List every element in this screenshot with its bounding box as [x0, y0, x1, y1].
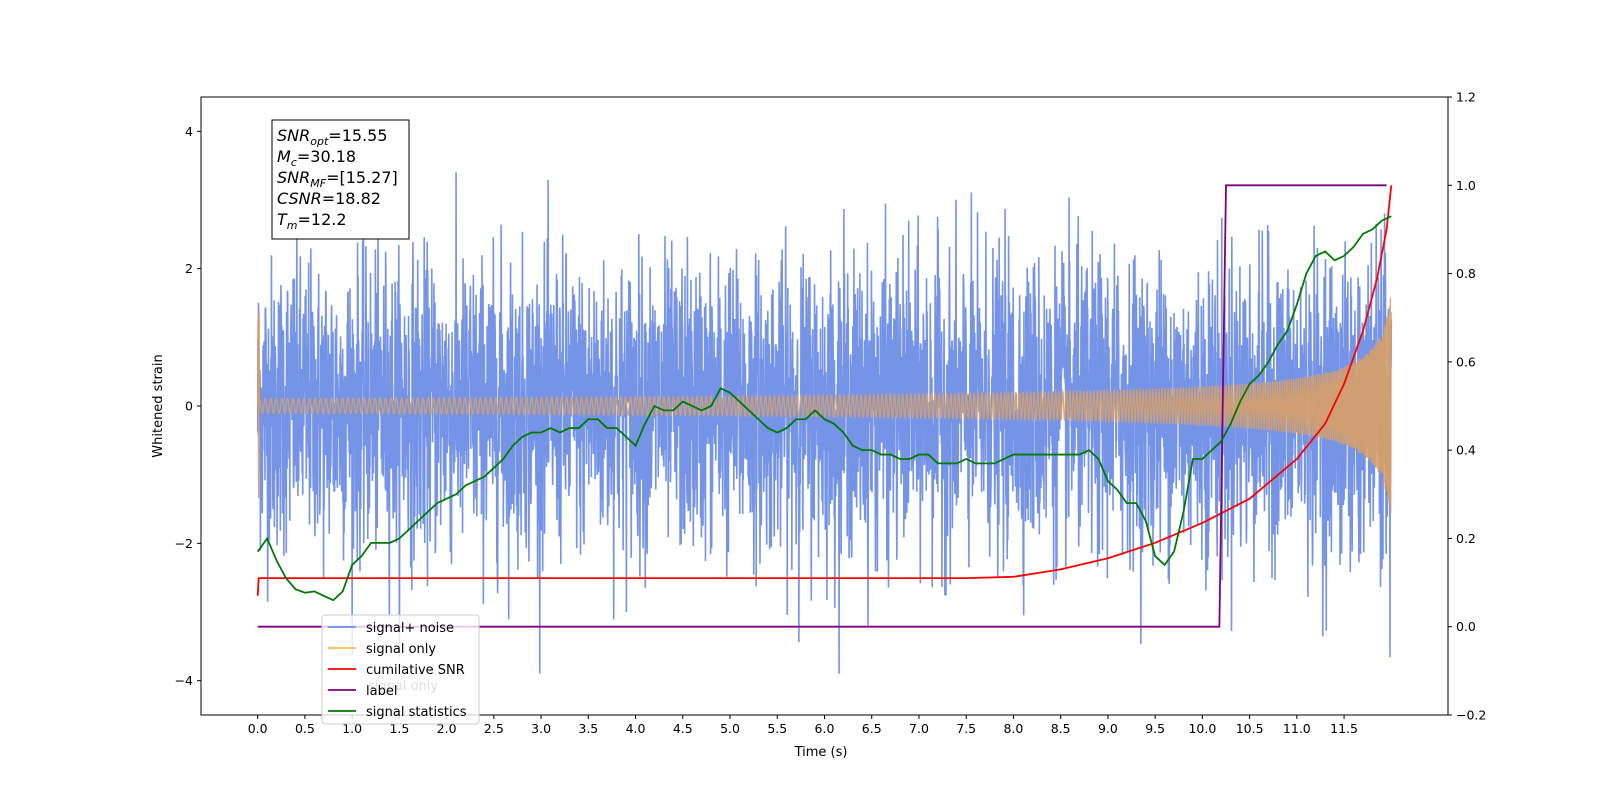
legend-hidden-text: signal only — [368, 679, 438, 694]
annotation-line: Mc=30.18 — [277, 147, 356, 169]
annotation-line: SNRopt=15.55 — [277, 126, 388, 148]
x-tick-label: 9.0 — [1098, 721, 1118, 736]
series-signal-statistics — [256, 215, 1392, 602]
x-tick-label: 1.0 — [342, 721, 362, 736]
x-tick-label: 10.5 — [1236, 721, 1264, 736]
x-tick-label: 3.0 — [531, 721, 551, 736]
y2-tick-label: 1.0 — [1456, 178, 1476, 193]
x-tick-label: 0.5 — [295, 721, 315, 736]
y-axis-label: Whitened strain — [151, 354, 166, 457]
y-tick-label: 0 — [185, 399, 193, 414]
x-tick-label: 9.5 — [1145, 721, 1165, 736]
legend-label: signal statistics — [366, 705, 467, 720]
x-tick-label: 10.0 — [1188, 721, 1216, 736]
annotation-box: SNRopt=15.55Mc=30.18SNRMF=[15.27]CSNR=18… — [271, 119, 410, 240]
legend-label: signal+ noise — [366, 621, 454, 636]
x-tick-label: 7.5 — [956, 721, 976, 736]
y2-tick-label: 0.2 — [1456, 531, 1476, 546]
legend-label: label — [366, 684, 397, 699]
x-tick-label: 4.0 — [626, 721, 646, 736]
annotation-line: Tm=12.2 — [277, 210, 347, 232]
y-axis-right: 1.2 1.0 0.8 0.6 0.4 0.2 0.0 −0.2 — [1448, 90, 1486, 723]
y2-tick-label: 0.4 — [1456, 443, 1476, 458]
x-tick-label: 1.5 — [389, 721, 409, 736]
x-tick-label: 7.0 — [909, 721, 929, 736]
x-tick-label: 11.0 — [1283, 721, 1311, 736]
y2-tick-label: −0.2 — [1456, 708, 1486, 723]
x-tick-label: 8.0 — [1003, 721, 1023, 736]
x-tick-label: 5.0 — [720, 721, 740, 736]
series-cumilative-snr — [256, 185, 1393, 596]
x-axis: 0.0 0.5 1.0 1.5 2.0 2.5 3.0 3.5 4.0 4.5 5.0 5.5 6.0 6… — [248, 715, 1358, 736]
x-tick-label: 11.5 — [1330, 721, 1358, 736]
y2-tick-label: 0.6 — [1456, 354, 1476, 369]
legend-label: cumilative SNR — [366, 663, 465, 678]
y2-tick-label: 0.8 — [1456, 266, 1476, 281]
x-tick-label: 2.5 — [484, 721, 504, 736]
series-signal-only — [257, 297, 1392, 515]
legend-label: signal only — [366, 642, 436, 657]
y-tick-label: 4 — [185, 124, 193, 139]
x-tick-label: 2.0 — [437, 721, 457, 736]
y-axis-left: 4 2 0 −2 −4 — [175, 124, 201, 688]
x-tick-label: 8.5 — [1051, 721, 1071, 736]
y2-tick-label: 0.0 — [1456, 619, 1476, 634]
x-tick-label: 6.0 — [815, 721, 835, 736]
x-axis-label: Time (s) — [794, 745, 848, 760]
annotation-line: CSNR=18.82 — [277, 189, 381, 208]
series-layer — [256, 172, 1393, 674]
series-label — [257, 184, 1387, 628]
y2-tick-label: 1.2 — [1456, 90, 1476, 105]
x-tick-label: 0.0 — [248, 721, 268, 736]
y-tick-label: 2 — [185, 261, 193, 276]
x-tick-label: 3.5 — [578, 721, 598, 736]
x-tick-label: 5.5 — [767, 721, 787, 736]
annotation-line: SNRMF=[15.27] — [277, 168, 398, 190]
x-tick-label: 6.5 — [862, 721, 882, 736]
y-tick-label: −2 — [175, 536, 193, 551]
x-tick-label: 4.5 — [673, 721, 693, 736]
y-tick-label: −4 — [175, 673, 193, 688]
